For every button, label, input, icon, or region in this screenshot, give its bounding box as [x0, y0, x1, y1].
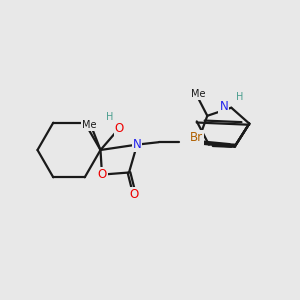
Text: O: O [115, 122, 124, 135]
Text: Br: Br [190, 131, 203, 144]
Text: H: H [236, 92, 243, 102]
Text: Me: Me [82, 120, 96, 130]
Text: Me: Me [191, 89, 206, 99]
Text: N: N [219, 100, 228, 113]
Text: H: H [106, 112, 113, 122]
Text: N: N [133, 138, 142, 151]
Text: O: O [130, 188, 139, 201]
Text: O: O [98, 168, 106, 181]
